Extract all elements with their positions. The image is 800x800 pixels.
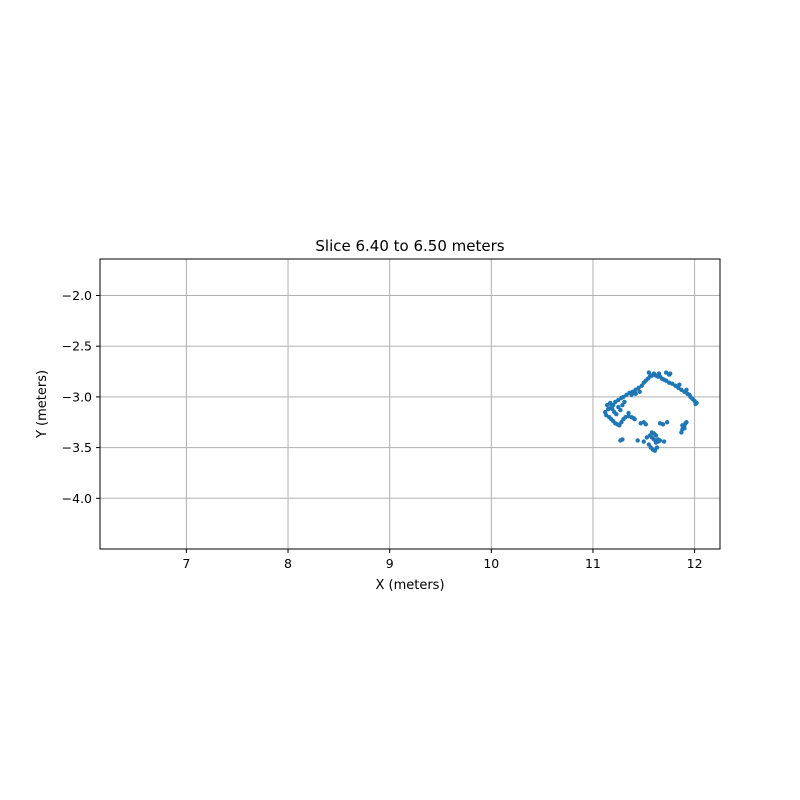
- scatter-point: [635, 438, 640, 443]
- x-tick-label: 10: [483, 556, 499, 571]
- scatter-point: [633, 391, 638, 397]
- scatter-point: [684, 420, 689, 425]
- scatter-point: [622, 399, 627, 405]
- scatter-point: [618, 407, 623, 413]
- scatter-point: [626, 410, 631, 416]
- scatter-point: [629, 392, 634, 398]
- scatter-point: [631, 415, 636, 421]
- y-tick-label: −3.0: [62, 389, 92, 404]
- scatter-point: [661, 439, 667, 444]
- scatter-point: [656, 371, 662, 376]
- scatter-point: [646, 370, 652, 375]
- scatter-point: [643, 422, 649, 427]
- plot-area-frame: [99, 258, 721, 550]
- scatter-point: [660, 422, 666, 427]
- x-axis-ticks: 7 8 9 10 11 12: [182, 549, 703, 571]
- scatter-point: [693, 401, 698, 407]
- x-tick-label: 9: [386, 556, 394, 571]
- scatter-point: [684, 387, 689, 393]
- scatter-point: [667, 371, 673, 376]
- x-tick-label: 12: [687, 556, 703, 571]
- data-points: [602, 370, 699, 453]
- x-axis-label: X (meters): [375, 578, 444, 593]
- scatter-point: [651, 431, 657, 436]
- x-tick-label: 8: [284, 556, 292, 571]
- y-tick-label: −2.5: [62, 339, 92, 354]
- y-axis-label: Y (meters): [35, 370, 50, 439]
- y-tick-label: −4.0: [62, 491, 92, 506]
- y-tick-label: −2.0: [62, 288, 92, 303]
- y-axis-ticks: −2.0 −2.5 −3.0 −3.5 −4.0: [62, 288, 100, 506]
- scatter-point: [637, 389, 642, 395]
- scatter-point: [620, 437, 625, 442]
- scatter-point: [677, 382, 682, 387]
- scatter-point: [655, 437, 661, 442]
- y-tick-label: −3.5: [62, 440, 92, 455]
- scatter-point: [641, 439, 646, 444]
- scatter-point: [651, 371, 657, 376]
- scatter-point: [682, 426, 687, 431]
- chart-title: Slice 6.40 to 6.50 meters: [315, 237, 504, 255]
- x-tick-label: 11: [585, 556, 601, 571]
- scatter-point: [649, 435, 655, 440]
- scatter-point: [664, 420, 670, 425]
- scatter-point: [614, 411, 619, 417]
- scatter-point: [654, 445, 660, 450]
- scatter-point: [608, 400, 613, 406]
- x-tick-label: 7: [182, 556, 190, 571]
- scatter-point: [687, 392, 692, 398]
- scatter-point: [626, 413, 631, 419]
